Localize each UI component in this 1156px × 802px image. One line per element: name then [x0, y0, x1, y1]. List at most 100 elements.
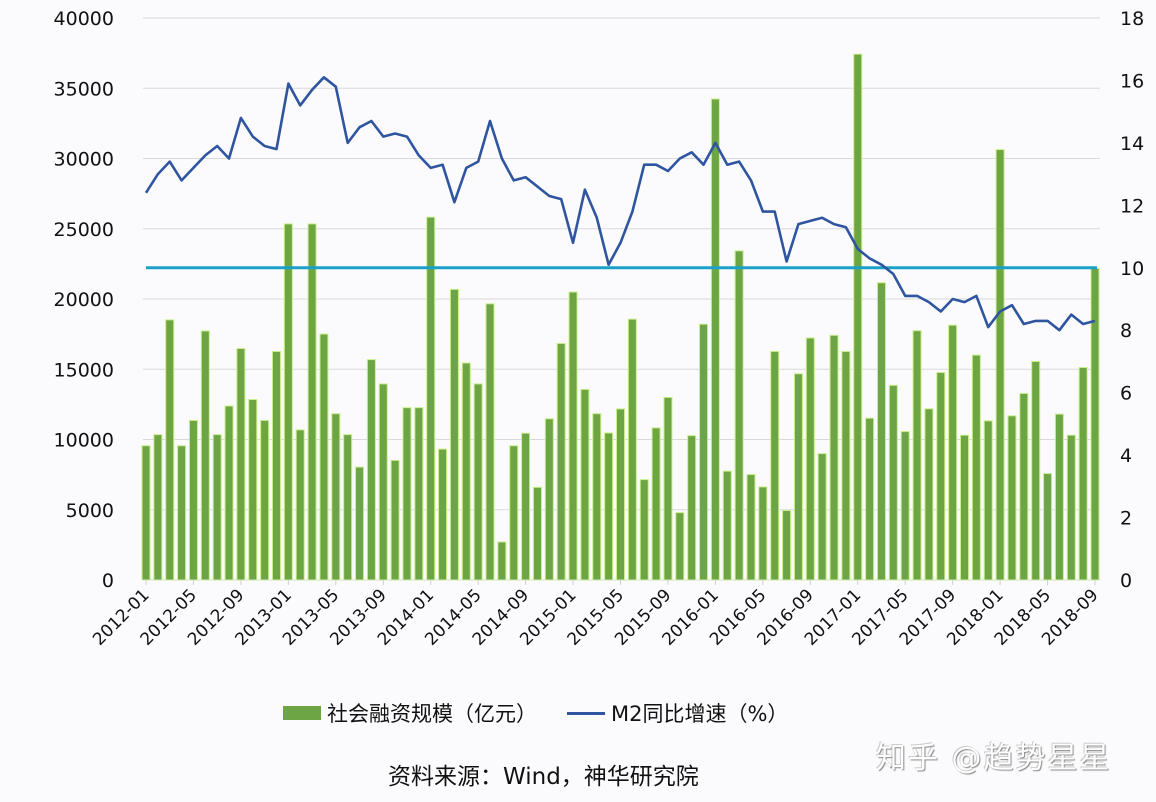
bar — [771, 351, 779, 580]
bar — [415, 408, 423, 580]
bar — [261, 420, 269, 580]
bar — [913, 331, 921, 580]
bar — [201, 331, 209, 580]
bar — [901, 432, 909, 580]
bar — [486, 304, 494, 580]
bar — [142, 446, 150, 580]
bar — [474, 384, 482, 580]
legend-bar-swatch-icon — [283, 706, 321, 720]
bar — [972, 355, 980, 580]
bar — [984, 421, 992, 580]
bar — [830, 335, 838, 580]
bar — [296, 430, 304, 580]
bar — [533, 487, 541, 580]
bar — [961, 435, 969, 580]
m2-line — [144, 76, 1096, 332]
bar — [557, 343, 565, 580]
bar-series-social-financing — [141, 53, 1100, 581]
bar — [593, 414, 601, 580]
y2-tick-label: 0 — [1120, 570, 1132, 592]
y-tick-label: 25000 — [54, 219, 114, 241]
bar — [1044, 474, 1052, 580]
bar — [166, 320, 174, 580]
bar — [450, 289, 458, 580]
bar — [700, 324, 708, 580]
y2-tick-label: 14 — [1120, 133, 1144, 155]
bar — [818, 454, 826, 580]
bar — [925, 409, 933, 580]
legend-bar-label: 社会融资规模（亿元） — [327, 702, 537, 726]
bar — [344, 435, 352, 580]
bar — [1032, 361, 1040, 580]
bar — [1067, 435, 1075, 580]
bar — [676, 513, 684, 580]
bar — [225, 406, 233, 580]
bar — [581, 389, 589, 580]
y2-tick-label: 10 — [1120, 258, 1144, 280]
bar — [640, 480, 648, 580]
bar — [237, 349, 245, 580]
legend-line-swatch-icon — [567, 711, 605, 715]
y-axis-right: 0 2 4 6 8 10 12 14 16 18 — [1120, 8, 1144, 592]
bar — [462, 363, 470, 580]
bar — [284, 224, 292, 580]
bar — [379, 384, 387, 580]
y-tick-label: 5000 — [66, 500, 114, 522]
bar — [877, 283, 885, 580]
bar — [735, 251, 743, 581]
bar — [189, 420, 197, 580]
bar — [723, 471, 731, 580]
bar — [794, 374, 802, 580]
y-tick-label: 10000 — [54, 430, 114, 452]
bar — [213, 435, 221, 580]
bar — [617, 409, 624, 580]
bar — [628, 319, 636, 580]
y-tick-label: 30000 — [54, 149, 114, 171]
bar — [1091, 268, 1099, 580]
bar — [949, 325, 957, 580]
legend-item-line: M2同比增速（%） — [567, 698, 788, 728]
bar — [272, 351, 280, 580]
bar — [308, 224, 316, 580]
bar — [545, 419, 553, 580]
bar — [1020, 393, 1028, 580]
bar — [688, 436, 696, 580]
y2-tick-label: 6 — [1120, 383, 1132, 405]
bar — [332, 414, 340, 580]
legend-item-bar: 社会融资规模（亿元） — [283, 698, 537, 728]
y-tick-label: 20000 — [54, 289, 114, 311]
legend: 社会融资规模（亿元） M2同比增速（%） — [283, 698, 818, 728]
bar — [866, 418, 874, 580]
y-tick-label: 0 — [102, 570, 114, 592]
bar — [510, 446, 518, 580]
bar — [178, 446, 186, 580]
bar — [569, 292, 577, 580]
bar — [711, 99, 719, 581]
bar — [439, 449, 447, 580]
y-tick-label: 15000 — [54, 359, 114, 381]
bar — [996, 150, 1004, 580]
bar — [652, 428, 660, 580]
bar — [747, 475, 755, 580]
bar — [605, 433, 613, 580]
bar — [391, 460, 399, 580]
bar — [1008, 416, 1016, 580]
y2-tick-label: 18 — [1120, 8, 1144, 30]
y-tick-label: 40000 — [54, 8, 114, 30]
bar — [783, 511, 791, 580]
y-tick-label: 35000 — [54, 78, 114, 100]
x-axis: 2012-012012-052012-092013-012013-052013-… — [89, 580, 1103, 650]
bar — [1055, 414, 1063, 580]
y-axis-left: 0 5000 10000 15000 20000 25000 30000 35000 40000 — [54, 8, 114, 592]
y2-tick-label: 2 — [1120, 508, 1132, 530]
bar — [249, 400, 257, 580]
bar — [889, 385, 897, 580]
bar — [759, 487, 767, 580]
y2-tick-label: 4 — [1120, 445, 1132, 467]
y2-tick-label: 12 — [1120, 195, 1144, 217]
line-series-m2-growth — [144, 76, 1096, 332]
bar — [1079, 367, 1087, 580]
bar — [367, 360, 375, 580]
y2-tick-label: 16 — [1120, 70, 1144, 92]
